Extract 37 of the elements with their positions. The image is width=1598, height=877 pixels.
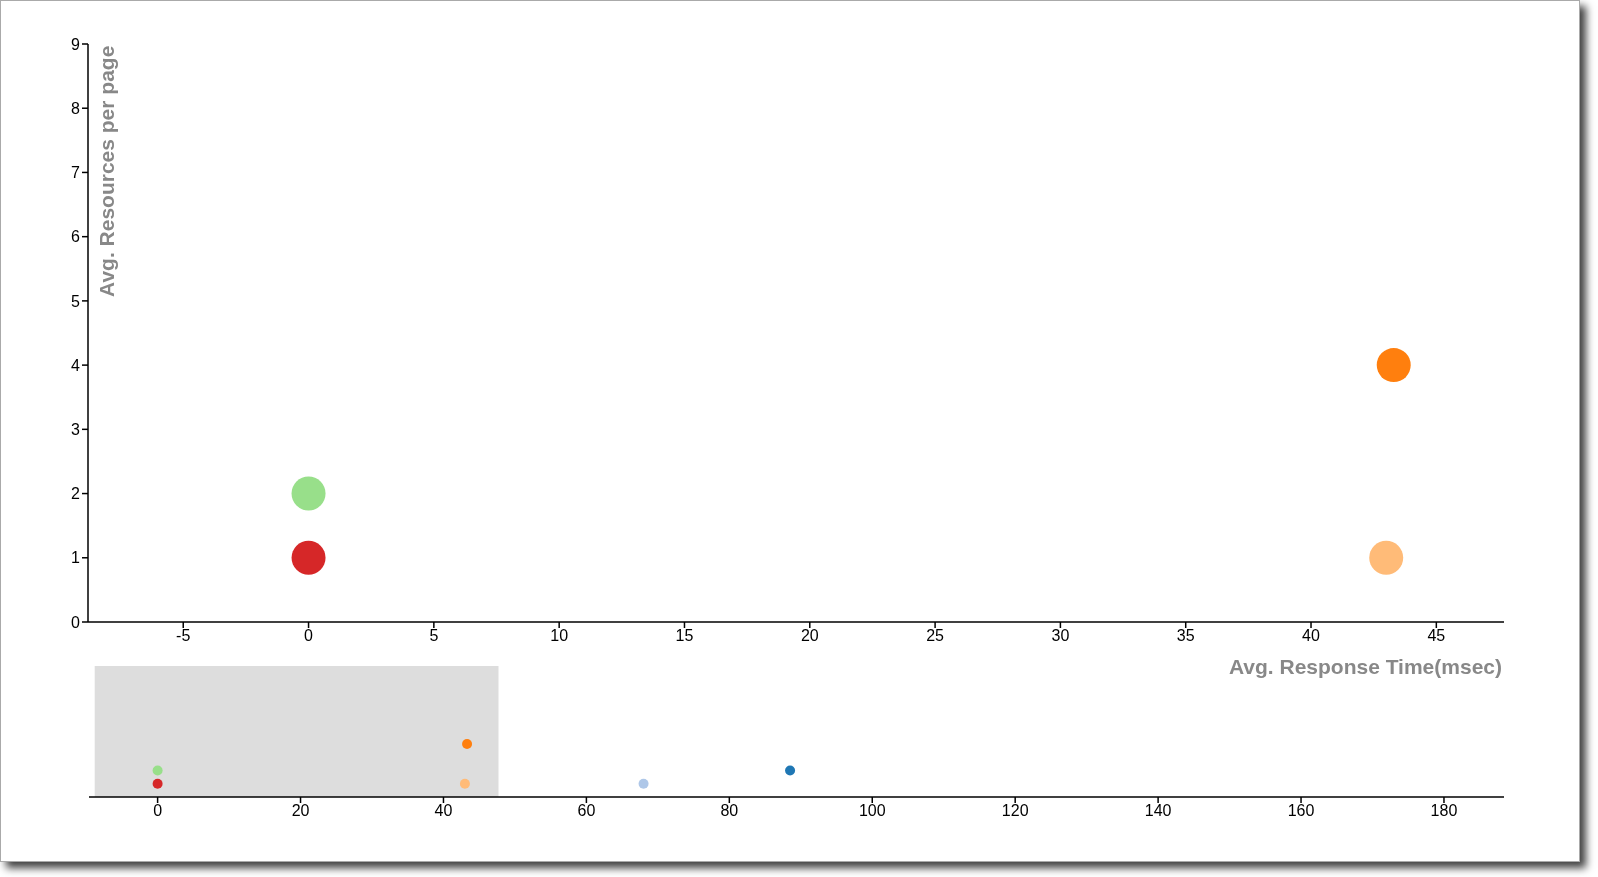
x-axis-title: Avg. Response Time(msec) (1228, 655, 1502, 679)
y-tick-label: 9 (71, 35, 81, 53)
x-tick-label: 10 (550, 627, 569, 645)
x-tick-label: 25 (926, 627, 945, 645)
y-axis-title: Avg. Resources per page (95, 45, 119, 297)
x-tick-label: 80 (720, 802, 739, 820)
x-tick-label: 180 (1430, 802, 1458, 820)
y-tick-label: 6 (71, 228, 81, 246)
x-tick-label: 5 (429, 627, 439, 645)
x-tick-label: 20 (800, 627, 819, 645)
x-tick-label: 140 (1144, 802, 1172, 820)
x-tick-label: 100 (858, 802, 886, 820)
point (1376, 348, 1411, 383)
point (291, 540, 326, 575)
y-tick-label: 7 (71, 164, 81, 182)
x-tick-label: 15 (675, 627, 694, 645)
y-tick-label: 3 (71, 421, 81, 439)
x-tick-label: 45 (1427, 627, 1446, 645)
x-tick-label: 0 (153, 802, 163, 820)
x-tick-label: 60 (577, 802, 596, 820)
point (291, 476, 326, 511)
point (1369, 540, 1404, 575)
y-tick-label: 2 (71, 485, 81, 503)
x-tick-label: 30 (1051, 627, 1070, 645)
y-tick-label: 5 (71, 292, 81, 310)
y-tick-label: 8 (71, 99, 81, 117)
x-tick-label: 40 (1302, 627, 1321, 645)
y-tick-label: 0 (71, 613, 81, 631)
x-tick-label: 120 (1001, 802, 1029, 820)
y-tick-label: 4 (71, 356, 81, 374)
x-tick-label: 40 (434, 802, 453, 820)
x-tick-label: -5 (176, 627, 191, 645)
x-tick-label: 35 (1176, 627, 1195, 645)
x-tick-label: 20 (291, 802, 310, 820)
x-tick-label: 160 (1287, 802, 1315, 820)
x-tick-label: 0 (304, 627, 314, 645)
y-tick-label: 1 (71, 549, 81, 567)
